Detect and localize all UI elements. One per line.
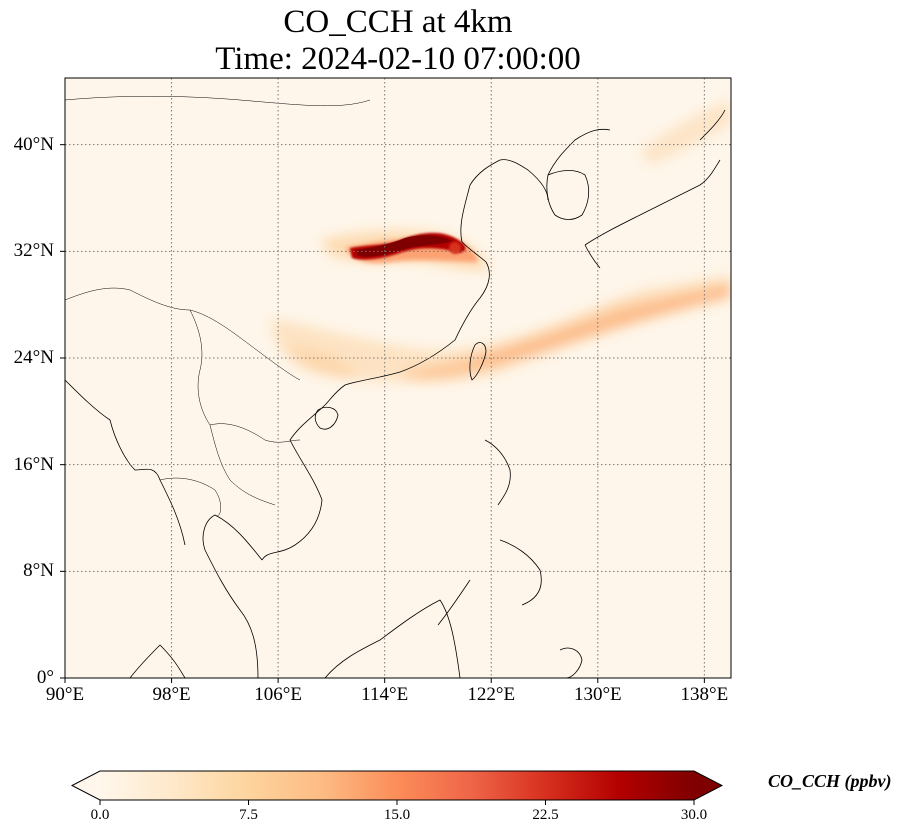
taiwan	[469, 342, 487, 381]
korea-north-border	[547, 128, 611, 176]
lon-tick-label: 90°E	[45, 684, 85, 705]
map-frame	[64, 77, 732, 679]
myanmar-coast	[64, 379, 186, 546]
colorbar-extend-high	[694, 771, 722, 800]
lat-tick-label: 0°	[36, 667, 54, 688]
lat-tick-label: 40°N	[13, 133, 54, 155]
sumatra-corner	[129, 644, 186, 679]
lon-tick-label: 122°E	[467, 684, 516, 705]
lat-tick-label: 24°N	[13, 347, 54, 368]
lat-tick-label: 16°N	[13, 453, 54, 475]
hainan	[314, 406, 339, 430]
coastlines	[64, 109, 726, 679]
colorbar-tick-label: 15.0	[383, 807, 411, 823]
lat-tick-label: 8°N	[23, 560, 54, 582]
lon-tick-label: 98°E	[152, 684, 191, 705]
japan-honshu	[584, 159, 721, 246]
palawan	[437, 579, 471, 626]
japan-hokkaido	[699, 109, 726, 141]
colorbar-tick-label: 0.0	[90, 807, 110, 823]
map-title: CO_CCH at 4km	[283, 4, 513, 40]
axis-tick-marks	[60, 144, 705, 683]
colorbar-tick-label: 22.5	[532, 807, 559, 823]
gulf-of-thailand	[202, 514, 263, 679]
china-coast	[324, 184, 490, 406]
map-subtitle-time: Time: 2024-02-10 07:00:00	[215, 41, 581, 77]
pacific-outflow-plume	[270, 275, 731, 383]
colorbar-tick-label: 7.5	[239, 807, 258, 823]
philippines-south	[499, 539, 542, 606]
country-borders	[64, 96, 371, 517]
yangtze-plume	[320, 230, 490, 271]
philippines-luzon	[484, 439, 511, 506]
korea	[546, 170, 590, 220]
lon-tick-label: 138°E	[680, 684, 729, 705]
borneo-coast	[324, 599, 461, 679]
colorbar-body	[100, 771, 694, 800]
lon-tick-label: 114°E	[361, 684, 409, 705]
northeast-band-plume	[640, 100, 731, 165]
mindanao	[559, 647, 583, 679]
colorbar-tick-label: 30.0	[680, 807, 708, 823]
colorbar-extend-low	[72, 771, 100, 800]
lon-tick-label: 130°E	[573, 684, 622, 705]
colorbar	[70, 770, 724, 805]
lon-tick-label: 106°E	[254, 684, 302, 705]
colorbar-label: CO_CCH (ppbv)	[768, 771, 892, 791]
japan-kyushu	[584, 244, 601, 269]
lat-tick-label: 32°N	[13, 240, 54, 262]
indochina-coast	[261, 404, 326, 561]
bohai-coast	[469, 159, 549, 201]
concentration-field	[270, 100, 731, 383]
colorbar-tick-marks	[99, 800, 695, 805]
